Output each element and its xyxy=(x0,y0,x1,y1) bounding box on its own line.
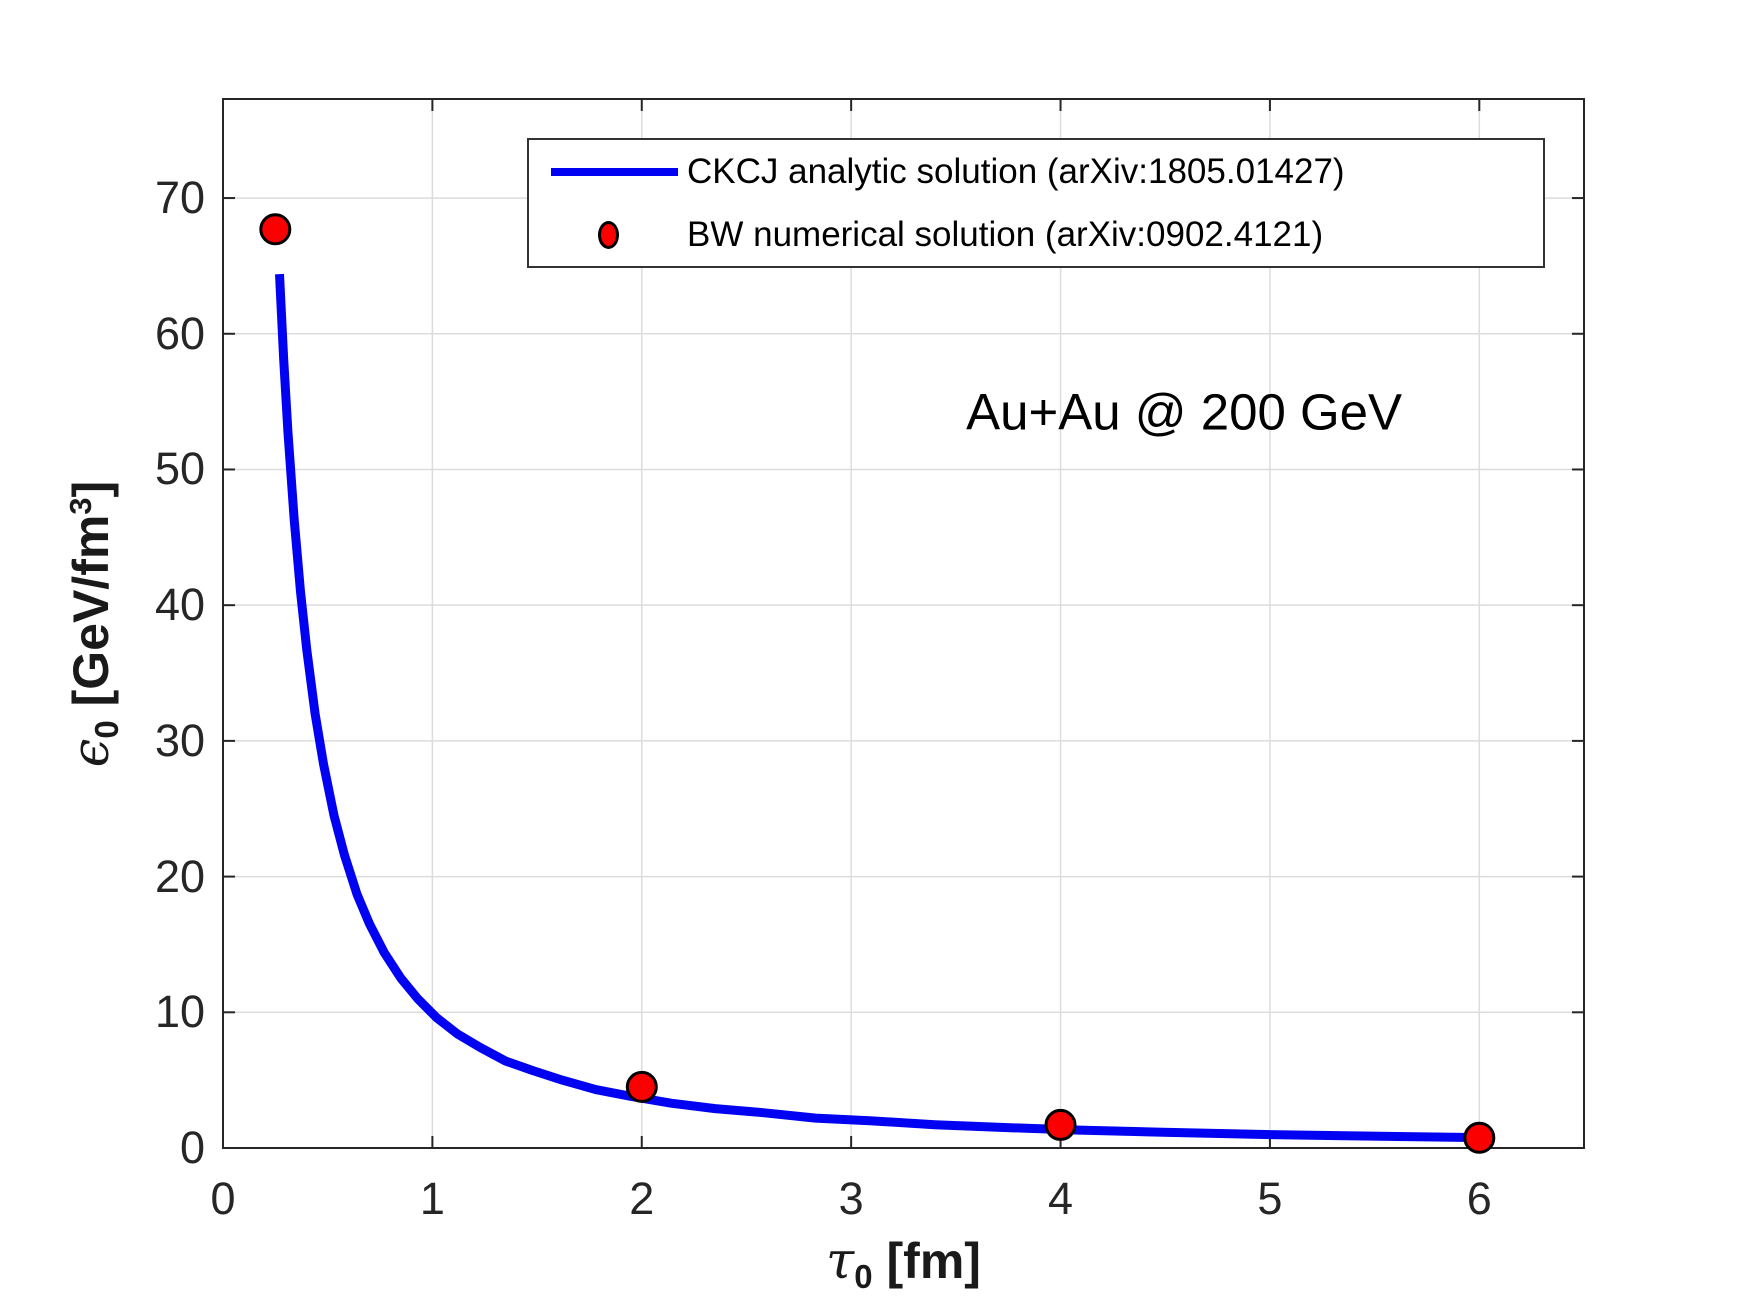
bw-numerical-points xyxy=(259,213,1496,1154)
y-tick-label-0: 0 xyxy=(179,1122,205,1173)
legend-sample-cell xyxy=(529,220,679,249)
y-axis-label: ϵ0 [GeV/fm3] xyxy=(62,481,126,767)
legend-marker-sample xyxy=(598,220,619,249)
x-label-subscript: 0 xyxy=(854,1257,873,1295)
annotation-text: Au+Au @ 200 GeV xyxy=(966,383,1403,441)
y-tick-label-70: 70 xyxy=(154,172,205,224)
x-tick-label-2: 2 xyxy=(629,1173,655,1224)
axes-box xyxy=(222,98,1585,1149)
x-axis-label: τ0 [fm] xyxy=(223,1232,1584,1296)
y-tick-label-20: 20 xyxy=(154,850,205,902)
x-tick-label-6: 6 xyxy=(1466,1173,1492,1224)
legend-sample-cell xyxy=(529,167,679,176)
y-label-subscript: 0 xyxy=(87,720,125,739)
x-tick-label-0: 0 xyxy=(210,1173,236,1224)
y-tick-label-60: 60 xyxy=(154,307,205,359)
epsilon-symbol: ϵ xyxy=(62,738,122,768)
x-tick-label-5: 5 xyxy=(1257,1173,1283,1224)
ckcj-analytic-curve xyxy=(275,273,1480,1143)
data-point-marker xyxy=(1463,1121,1496,1154)
tau-symbol: τ xyxy=(826,1232,855,1291)
x-tick-label-4: 4 xyxy=(1048,1173,1074,1224)
legend: CKCJ analytic solution (arXiv:1805.01427… xyxy=(527,138,1545,268)
x-tick-label-3: 3 xyxy=(838,1173,864,1224)
y-label-superscript: 3 xyxy=(63,497,99,515)
x-label-unit: [fm] xyxy=(872,1233,981,1289)
data-point-marker xyxy=(259,213,292,246)
legend-label-ckcj: CKCJ analytic solution (arXiv:1805.01427… xyxy=(687,151,1345,191)
y-tick-label-40: 40 xyxy=(154,579,205,631)
data-point-marker xyxy=(1044,1108,1077,1141)
legend-label-bw: BW numerical solution (arXiv:0902.4121) xyxy=(687,214,1324,254)
y-label-unit-close: ] xyxy=(63,480,120,498)
x-tick-label-1: 1 xyxy=(419,1173,445,1224)
data-point-marker xyxy=(625,1070,658,1103)
y-tick-label-10: 10 xyxy=(154,986,205,1038)
y-tick-label-30: 30 xyxy=(154,714,205,766)
legend-entry-ckcj: CKCJ analytic solution (arXiv:1805.01427… xyxy=(529,140,1543,203)
legend-line-sample xyxy=(551,167,678,176)
legend-entry-bw: BW numerical solution (arXiv:0902.4121) xyxy=(529,203,1543,266)
y-tick-label-50: 50 xyxy=(154,443,205,495)
y-label-unit: [GeV/fm xyxy=(63,514,120,721)
